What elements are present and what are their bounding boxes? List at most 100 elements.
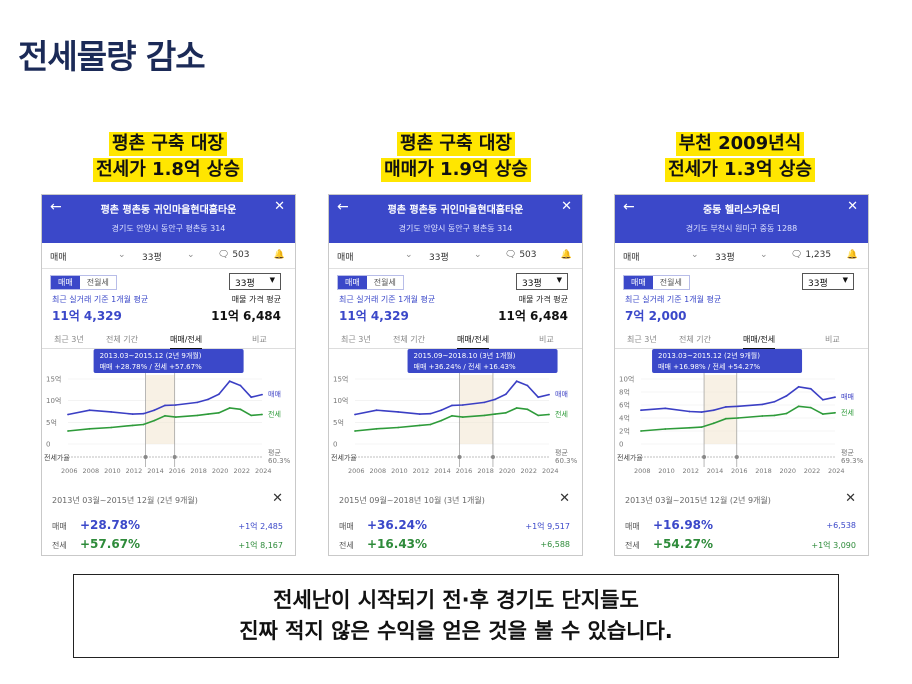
size-dropdown[interactable]: 33평 xyxy=(142,253,162,263)
toggle-rent[interactable]: 전월세 xyxy=(659,278,682,287)
close-icon[interactable]: ✕ xyxy=(561,199,572,214)
bell-icon[interactable]: 🔔 xyxy=(846,250,858,260)
tab-sale-rent[interactable]: 매매/전세 xyxy=(170,334,203,350)
caret-down-icon: ▼ xyxy=(269,276,275,284)
tab-sale-rent[interactable]: 매매/전세 xyxy=(457,334,490,350)
sale-row-label: 매매 xyxy=(625,522,640,531)
tab-compare[interactable]: 비교 xyxy=(825,335,840,344)
caret-down-icon: ▼ xyxy=(556,276,562,284)
close-icon[interactable]: ✕ xyxy=(847,199,858,214)
x-tick-label: 2014 xyxy=(147,467,164,475)
toggle-sale[interactable]: 매매 xyxy=(338,276,367,289)
toggle-rent[interactable]: 전월세 xyxy=(373,278,396,287)
rent-point xyxy=(164,414,166,417)
size-select[interactable]: 33평 ▼ xyxy=(516,273,568,290)
sale-point xyxy=(504,393,507,396)
size-dropdown[interactable]: 33평 xyxy=(715,253,735,263)
sale-point xyxy=(440,409,443,412)
back-arrow-icon[interactable]: ← xyxy=(623,199,635,215)
x-tick-label: 2012 xyxy=(413,467,430,475)
comment-count[interactable]: 🗨 1,235 xyxy=(791,250,831,260)
ratio-marker xyxy=(490,455,495,459)
sale-point xyxy=(354,413,356,416)
rent-point xyxy=(250,414,253,417)
rent-point xyxy=(451,414,453,417)
close-icon[interactable]: ✕ xyxy=(274,199,285,214)
size-select-value: 33평 xyxy=(235,279,255,289)
rent-point xyxy=(228,407,231,409)
toggle-sale[interactable]: 매매 xyxy=(51,276,80,289)
rent-point xyxy=(773,414,776,417)
avg-label: 평균 xyxy=(841,448,854,457)
ratio-marker xyxy=(143,455,148,459)
sale-point xyxy=(196,401,199,404)
comment-count[interactable]: 🗨 503 xyxy=(505,250,537,260)
size-select[interactable]: 33평 ▼ xyxy=(802,273,854,290)
x-tick-label: 2010 xyxy=(104,467,121,475)
toggle-sale[interactable]: 매매 xyxy=(624,276,653,289)
headline-line-1: 부천 2009년식 xyxy=(675,132,805,156)
x-tick-label: 2008 xyxy=(634,467,651,475)
highlight-band xyxy=(704,375,737,444)
comment-icon: 🗨 xyxy=(505,250,517,260)
tooltip-period: 2013.03~2015.12 (2년 9개월) xyxy=(658,351,760,360)
y-tick-label: 5억 xyxy=(46,419,57,427)
tab-all-period[interactable]: 전체 기간 xyxy=(393,335,425,344)
x-tick-label: 2012 xyxy=(683,467,700,475)
sale-point xyxy=(688,410,691,413)
tab-all-period[interactable]: 전체 기간 xyxy=(679,335,711,344)
size-dropdown[interactable]: 33평 xyxy=(429,253,449,263)
toggle-rent[interactable]: 전월세 xyxy=(86,278,109,287)
x-tick-label: 2018 xyxy=(190,467,207,475)
tab-all-period[interactable]: 전체 기간 xyxy=(106,335,138,344)
sale-series-line xyxy=(354,380,550,416)
bell-icon[interactable]: 🔔 xyxy=(273,250,285,260)
rent-point xyxy=(809,406,812,409)
y-tick-label: 10억 xyxy=(333,397,348,405)
headline-line-2: 전세가 1.8억 상승 xyxy=(93,158,243,182)
filter-bar: 매매 ⌄ 33평 ⌄ 🗨 503 🔔 xyxy=(42,243,295,269)
close-icon[interactable]: ✕ xyxy=(559,491,570,506)
sale-row-pct: +36.24% xyxy=(367,518,428,532)
close-icon[interactable]: ✕ xyxy=(272,491,283,506)
sale-point xyxy=(773,400,776,403)
rent-point xyxy=(515,407,518,409)
listing-price-note: 매물 가격 평균 xyxy=(231,295,281,304)
back-arrow-icon[interactable]: ← xyxy=(337,199,349,215)
rent-row-pct: +57.67% xyxy=(80,537,141,551)
rent-point xyxy=(67,430,69,432)
rent-point xyxy=(712,422,715,425)
tab-compare[interactable]: 비교 xyxy=(539,335,554,344)
trade-type-dropdown[interactable]: 매매 xyxy=(623,253,640,263)
chevron-down-icon: ⌄ xyxy=(405,250,413,260)
tab-recent-3y[interactable]: 최근 3년 xyxy=(341,335,371,344)
x-tick-label: 2024 xyxy=(828,467,845,475)
comment-count[interactable]: 🗨 503 xyxy=(218,250,250,260)
x-tick-label: 2014 xyxy=(434,467,451,475)
back-arrow-icon[interactable]: ← xyxy=(50,199,62,215)
size-select[interactable]: 33평 ▼ xyxy=(229,273,281,290)
tab-recent-3y[interactable]: 최근 3년 xyxy=(627,335,657,344)
tab-recent-3y[interactable]: 최근 3년 xyxy=(54,335,84,344)
trade-type-dropdown[interactable]: 매매 xyxy=(50,253,67,263)
sale-point xyxy=(142,412,145,415)
tab-compare[interactable]: 비교 xyxy=(252,335,267,344)
rent-point xyxy=(261,413,263,416)
sale-point xyxy=(834,396,836,399)
close-icon[interactable]: ✕ xyxy=(845,491,856,506)
sale-row-amount: +1억 9,517 xyxy=(525,522,570,531)
tab-sale-rent[interactable]: 매매/전세 xyxy=(743,334,776,350)
trade-toggle: 매매 전월세 xyxy=(623,275,690,290)
trade-toggle: 매매 전월세 xyxy=(50,275,117,290)
trade-type-dropdown[interactable]: 매매 xyxy=(337,253,354,263)
rent-point xyxy=(640,430,642,432)
sale-row-label: 매매 xyxy=(52,522,67,531)
rent-point xyxy=(88,427,91,430)
bell-icon[interactable]: 🔔 xyxy=(560,250,572,260)
sale-point xyxy=(515,380,518,383)
sale-point xyxy=(397,411,400,413)
app-screenshot-panel: ← 중동 헬리스카운티 ✕ 경기도 부천시 원미구 중동 1288 매매 ⌄ 3… xyxy=(614,194,869,556)
